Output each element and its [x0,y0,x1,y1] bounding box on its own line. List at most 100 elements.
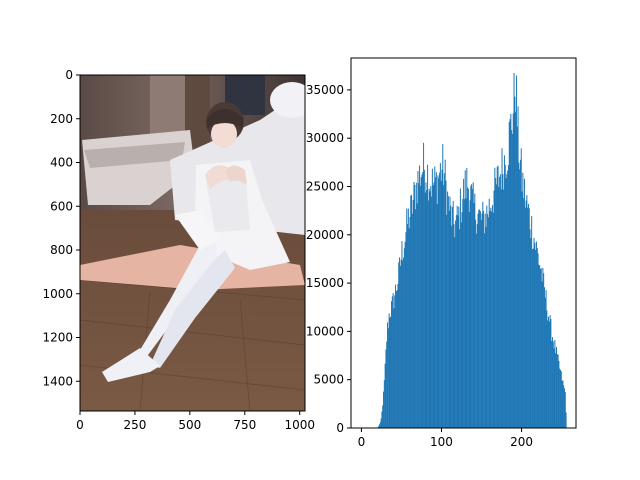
histogram-bar [427,200,429,428]
histogram-bar [520,148,522,428]
histogram-bar [449,196,451,428]
histogram-bar [440,180,442,428]
histogram-bar [512,113,514,429]
histogram-bar [389,317,391,428]
histogram-x-tick-label: 200 [510,435,533,449]
image-y-tick-label: 1200 [42,331,73,345]
histogram-bar [546,310,548,428]
histogram-bar [487,217,489,428]
histogram-bar [526,195,528,428]
histogram-bar [495,178,497,428]
histogram-bar [539,265,541,428]
histogram-bar [491,205,493,428]
histogram-bar [478,209,480,428]
histogram-bar [551,340,553,428]
histogram-bar [384,363,386,428]
histogram-bar [444,159,446,429]
image-y-tick-label: 0 [65,68,73,82]
histogram-bar [528,208,530,428]
histogram-bar [519,159,521,428]
histogram-bar [460,222,462,428]
histogram-bar [406,208,408,428]
histogram-bar [392,293,394,428]
histogram-bar [417,170,419,429]
histogram-bar [394,295,396,428]
histogram-bar [421,174,423,428]
histogram-bar [561,380,563,428]
histogram-bar [419,165,421,428]
histogram-bar [447,191,449,428]
histogram-bar [415,209,417,428]
histogram-y-tick-label: 25000 [306,179,344,193]
histogram-bar [507,170,509,428]
image-x-tick-label: 250 [123,418,146,432]
histogram-bar [527,204,529,428]
histogram-bar [524,207,526,428]
histogram-bar [467,188,469,428]
histogram-bar [511,130,513,428]
histogram-bar [411,194,413,428]
histogram-bar [403,257,405,428]
histogram-bar [459,229,461,428]
histogram-bar [529,229,531,428]
histogram-bar [407,224,409,428]
histogram-bar [521,191,523,428]
histogram-bar [505,178,507,428]
histogram-bar [479,211,481,428]
histogram-bar [511,133,513,428]
histogram-bar [408,228,410,428]
histogram-bar [562,380,564,428]
histogram-bar [531,216,533,428]
histogram-bar [491,211,493,428]
histogram-bar [563,385,565,428]
histogram-bar [545,290,547,428]
histogram-bar [502,174,504,428]
histogram-bar [465,198,467,428]
histogram-bar [503,155,505,428]
histogram-bar [549,315,551,428]
histogram-bar [415,182,417,428]
histogram-bar [559,368,561,428]
photo [80,75,305,411]
histogram-bar [483,210,485,428]
histogram-bar [397,283,399,428]
histogram-bar [481,213,483,428]
histogram-bar [386,341,388,428]
histogram-bar [469,200,471,428]
histogram-bar [533,238,535,428]
histogram-bar [451,206,453,428]
histogram-bar [483,233,485,428]
histogram-bar [541,281,543,428]
histogram-bar [387,322,389,428]
histogram-bar [500,189,502,428]
histogram-bar [446,214,448,428]
histogram-bar [475,219,477,428]
histogram-bar [532,248,534,428]
histogram-bar [473,202,475,428]
histogram-bar [447,196,449,428]
histogram-bar [403,248,405,428]
histogram-bar [427,164,429,429]
histogram-bar [539,268,541,428]
histogram-bar [472,182,474,428]
histogram-bar [475,233,477,428]
histogram-bar [537,253,539,428]
histogram-bar [563,388,565,428]
histogram-bar [380,418,382,428]
histogram-bar [489,211,491,428]
histogram-bar [425,182,427,428]
histogram-bar [490,207,492,428]
histogram-bar [462,198,464,428]
histogram-bar [523,198,525,428]
histogram-bar [494,167,496,429]
histogram-bar [391,296,393,428]
histogram-bar [477,213,479,428]
histogram-bar [476,224,478,428]
histogram-bar [410,195,412,428]
histogram-bar [464,170,466,428]
histogram-bar [547,320,549,428]
histogram-bar [452,201,454,428]
image-y-tick-label: 1000 [42,287,73,301]
histogram-bar [519,169,521,428]
image-y-tick-label: 800 [50,243,73,257]
